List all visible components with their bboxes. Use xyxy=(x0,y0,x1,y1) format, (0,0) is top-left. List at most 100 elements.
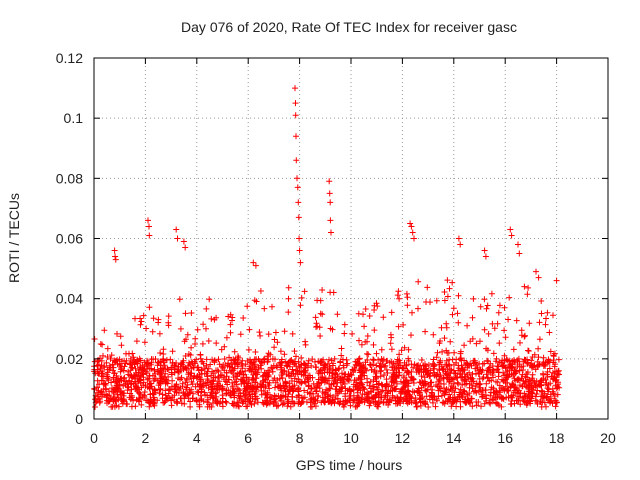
y-tick-label: 0.12 xyxy=(56,50,83,66)
data-point xyxy=(400,321,407,328)
data-point xyxy=(473,370,479,377)
data-point xyxy=(187,403,194,410)
data-point xyxy=(321,379,328,386)
data-point xyxy=(357,379,364,386)
data-point xyxy=(400,384,407,391)
data-point xyxy=(113,382,120,389)
data-point xyxy=(272,329,279,336)
data-point xyxy=(388,346,395,353)
data-point xyxy=(503,374,510,381)
data-point xyxy=(130,397,137,404)
data-point xyxy=(120,382,127,389)
data-point xyxy=(450,305,457,312)
data-point xyxy=(370,377,377,383)
data-point xyxy=(477,303,484,310)
data-point xyxy=(338,352,345,359)
data-point xyxy=(472,383,479,390)
data-point xyxy=(132,383,139,390)
data-point xyxy=(487,392,494,399)
data-point xyxy=(240,398,247,405)
data-point xyxy=(198,367,205,374)
data-point xyxy=(251,390,258,397)
data-point xyxy=(522,332,528,339)
data-point xyxy=(343,399,350,406)
data-point xyxy=(535,274,542,281)
data-point xyxy=(521,283,528,290)
data-point xyxy=(266,385,273,392)
data-point xyxy=(263,391,269,398)
data-point xyxy=(257,288,264,294)
data-point xyxy=(354,402,361,409)
data-point xyxy=(534,398,541,405)
data-point xyxy=(481,247,488,254)
data-point xyxy=(481,326,488,333)
data-point xyxy=(521,333,528,340)
data-point xyxy=(155,382,162,389)
data-point xyxy=(145,217,151,224)
data-point xyxy=(490,350,497,357)
data-point xyxy=(446,396,453,403)
data-point xyxy=(455,319,462,326)
data-point xyxy=(237,331,244,338)
data-point xyxy=(361,385,367,392)
data-point xyxy=(459,390,466,397)
data-point xyxy=(547,380,554,387)
data-point xyxy=(473,361,480,368)
data-point xyxy=(312,314,319,321)
data-point xyxy=(182,310,189,317)
data-point xyxy=(415,305,421,312)
data-point xyxy=(195,389,202,396)
data-point xyxy=(508,393,514,400)
data-point xyxy=(296,399,303,406)
data-point xyxy=(291,375,298,382)
data-point xyxy=(446,378,453,385)
y-tick-label: 0.1 xyxy=(64,110,84,126)
data-point xyxy=(367,361,374,368)
data-point xyxy=(264,358,271,365)
data-point xyxy=(123,400,130,407)
data-point xyxy=(266,400,273,407)
data-point xyxy=(112,256,119,263)
data-point xyxy=(354,386,361,393)
x-tick-label: 12 xyxy=(395,430,411,446)
data-point xyxy=(550,390,557,397)
data-point xyxy=(203,356,210,363)
data-point xyxy=(192,360,199,367)
data-point xyxy=(286,386,293,393)
data-point xyxy=(500,394,506,401)
x-tick-label: 10 xyxy=(343,430,359,446)
data-point xyxy=(537,378,544,385)
data-point xyxy=(301,360,308,367)
data-point xyxy=(257,362,264,369)
data-point xyxy=(207,361,214,368)
data-point xyxy=(224,379,230,386)
data-point xyxy=(554,391,561,398)
data-point xyxy=(416,379,423,386)
data-point xyxy=(293,367,300,374)
data-point xyxy=(261,355,268,362)
data-point xyxy=(314,323,321,330)
data-point xyxy=(254,383,261,390)
data-point xyxy=(444,374,451,381)
data-point xyxy=(488,290,495,297)
data-point xyxy=(373,350,380,357)
data-point xyxy=(279,401,286,408)
x-tick-label: 4 xyxy=(193,430,201,446)
data-point xyxy=(278,356,285,363)
data-point xyxy=(168,397,175,404)
data-point xyxy=(296,379,303,386)
chart-title: Day 076 of 2020, Rate Of TEC Index for r… xyxy=(181,19,517,35)
data-point xyxy=(353,403,360,410)
x-axis-label: GPS time / hours xyxy=(296,457,403,473)
data-point xyxy=(469,403,476,410)
data-point xyxy=(362,365,369,372)
data-point xyxy=(455,380,462,387)
data-point xyxy=(134,360,141,367)
data-point xyxy=(206,296,213,303)
data-point xyxy=(514,389,521,396)
data-point xyxy=(252,262,259,269)
data-point xyxy=(337,379,344,386)
data-point xyxy=(228,361,235,368)
data-point xyxy=(162,370,169,377)
x-tick-label: 20 xyxy=(600,430,616,446)
